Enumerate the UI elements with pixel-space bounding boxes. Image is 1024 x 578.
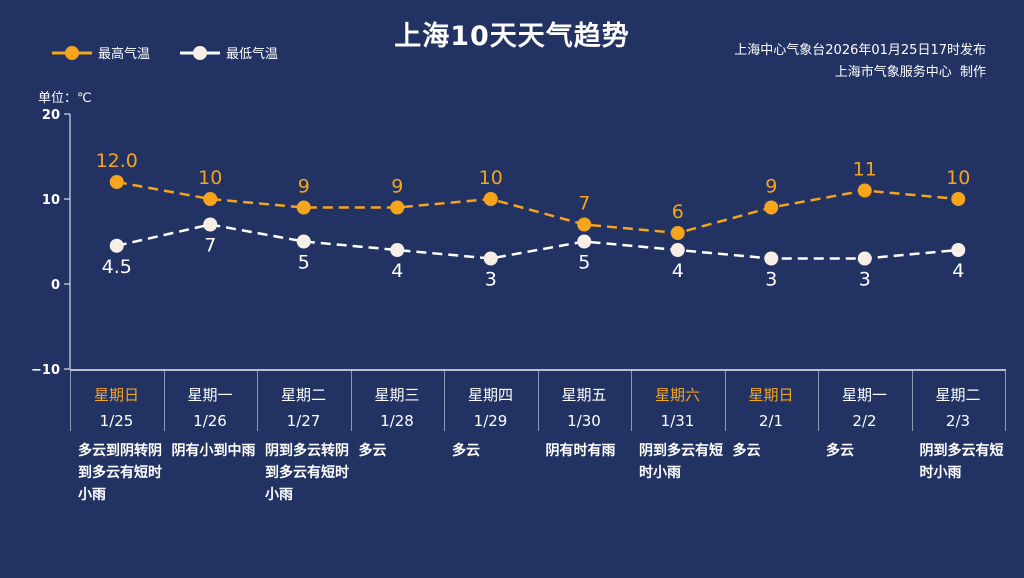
day-weekday: 星期四 bbox=[467, 386, 513, 404]
data-label-low: 7 bbox=[204, 235, 216, 257]
legend-high-marker-icon bbox=[52, 45, 92, 60]
data-label-low: 4 bbox=[672, 260, 684, 282]
source-line-2: 上海市气象服务中心 制作 bbox=[834, 65, 986, 80]
data-point-high bbox=[857, 183, 872, 198]
data-point-low bbox=[203, 217, 218, 232]
data-label-high: 9 bbox=[391, 176, 403, 198]
data-point-low bbox=[483, 251, 498, 266]
data-point-high bbox=[203, 192, 218, 206]
data-label-low: 3 bbox=[765, 269, 777, 291]
source-line-1: 上海中心气象台2026年01月25日17时发布 bbox=[734, 43, 986, 58]
column-divider bbox=[818, 371, 819, 431]
y-tick-label: −10 bbox=[31, 363, 60, 378]
column-divider bbox=[537, 371, 539, 431]
data-point-low bbox=[577, 234, 592, 249]
day-weather: 多云 bbox=[452, 443, 480, 459]
column-divider bbox=[724, 371, 726, 431]
data-point-high bbox=[670, 226, 685, 240]
column-divider bbox=[350, 371, 352, 431]
day-weather: 阴有时有雨 bbox=[545, 443, 616, 459]
day-date: 1/30 bbox=[567, 412, 601, 430]
data-label-high: 7 bbox=[578, 193, 590, 215]
data-label-high: 10 bbox=[479, 167, 503, 189]
day-weather: 阴到多云有短时小雨 bbox=[639, 443, 723, 481]
data-point-high bbox=[483, 192, 498, 206]
data-point-high bbox=[577, 217, 592, 232]
legend-low: 最低气温 bbox=[180, 43, 278, 62]
column-divider bbox=[163, 371, 165, 431]
legend-low-marker-icon bbox=[180, 45, 220, 60]
day-date: 1/31 bbox=[660, 412, 695, 430]
day-weekday: 星期二 bbox=[280, 386, 326, 404]
data-point-low bbox=[109, 238, 124, 253]
column-divider bbox=[257, 371, 258, 431]
data-label-low: 4.5 bbox=[102, 256, 132, 278]
day-weekday: 星期日 bbox=[93, 386, 139, 404]
day-weekday: 星期一 bbox=[841, 386, 887, 404]
day-weather: 阴到多云有短时小雨 bbox=[919, 443, 1004, 481]
chart-title: 上海10天天气趋势 bbox=[394, 21, 630, 52]
data-point-low bbox=[296, 234, 311, 249]
legend-high: 最高气温 bbox=[52, 43, 150, 62]
data-point-high bbox=[109, 175, 124, 189]
column-divider bbox=[1005, 371, 1006, 431]
data-label-low: 5 bbox=[298, 252, 310, 274]
data-label-low: 4 bbox=[391, 260, 403, 282]
day-weather: 阴有小到中雨 bbox=[171, 443, 256, 459]
day-weather: 阴到多云转阴到多云有短时小雨 bbox=[265, 443, 349, 503]
data-label-high: 11 bbox=[853, 159, 877, 181]
day-date: 2/3 bbox=[945, 412, 971, 430]
data-point-low bbox=[670, 243, 685, 257]
data-label-high: 9 bbox=[298, 176, 310, 198]
y-tick-label: 10 bbox=[42, 193, 60, 208]
day-weekday: 星期六 bbox=[654, 386, 700, 404]
column-divider bbox=[70, 371, 71, 431]
day-date: 2/2 bbox=[852, 412, 877, 430]
day-weather: 多云 bbox=[358, 443, 387, 459]
legend-high-label: 最高气温 bbox=[98, 47, 151, 62]
day-date: 1/28 bbox=[380, 412, 414, 430]
y-tick-label: 20 bbox=[42, 108, 60, 123]
unit-label: 单位：℃ bbox=[38, 91, 92, 106]
day-weekday: 星期五 bbox=[561, 386, 607, 404]
series-line-low bbox=[116, 223, 959, 260]
column-divider bbox=[911, 371, 913, 431]
day-weather: 多云 bbox=[826, 443, 854, 459]
day-weekday: 星期三 bbox=[374, 386, 420, 404]
data-point-low bbox=[951, 243, 966, 257]
series-line-high bbox=[116, 180, 959, 235]
day-weather: 多云 bbox=[732, 443, 761, 459]
data-label-high: 6 bbox=[672, 201, 684, 223]
day-date: 1/25 bbox=[99, 412, 134, 430]
data-point-high bbox=[764, 200, 779, 215]
day-weekday: 星期一 bbox=[187, 386, 233, 404]
day-date: 1/29 bbox=[473, 412, 508, 430]
data-label-high: 10 bbox=[198, 167, 222, 189]
data-point-high bbox=[951, 192, 966, 206]
day-date: 1/26 bbox=[193, 412, 227, 430]
data-point-low bbox=[764, 251, 779, 266]
legend-low-label: 最低气温 bbox=[226, 47, 279, 62]
day-date: 1/27 bbox=[286, 412, 321, 430]
column-divider bbox=[631, 371, 632, 431]
day-weekday: 星期日 bbox=[748, 386, 794, 404]
data-point-high bbox=[296, 200, 311, 215]
y-tick-label: 0 bbox=[51, 278, 60, 293]
data-label-low: 5 bbox=[578, 252, 590, 274]
day-weekday: 星期二 bbox=[935, 386, 981, 404]
data-label-high: 10 bbox=[946, 167, 970, 189]
data-point-low bbox=[390, 243, 405, 257]
column-divider bbox=[444, 371, 445, 431]
data-label-low: 3 bbox=[485, 269, 497, 291]
data-label-low: 3 bbox=[859, 269, 871, 291]
data-label-high: 9 bbox=[765, 176, 777, 198]
data-point-low bbox=[857, 251, 872, 266]
data-label-high: 12.0 bbox=[96, 150, 138, 172]
data-label-low: 4 bbox=[952, 260, 964, 282]
day-date: 2/1 bbox=[758, 412, 784, 430]
day-weather: 多云到阴转阴到多云有短时小雨 bbox=[78, 443, 162, 503]
data-point-high bbox=[390, 200, 405, 215]
